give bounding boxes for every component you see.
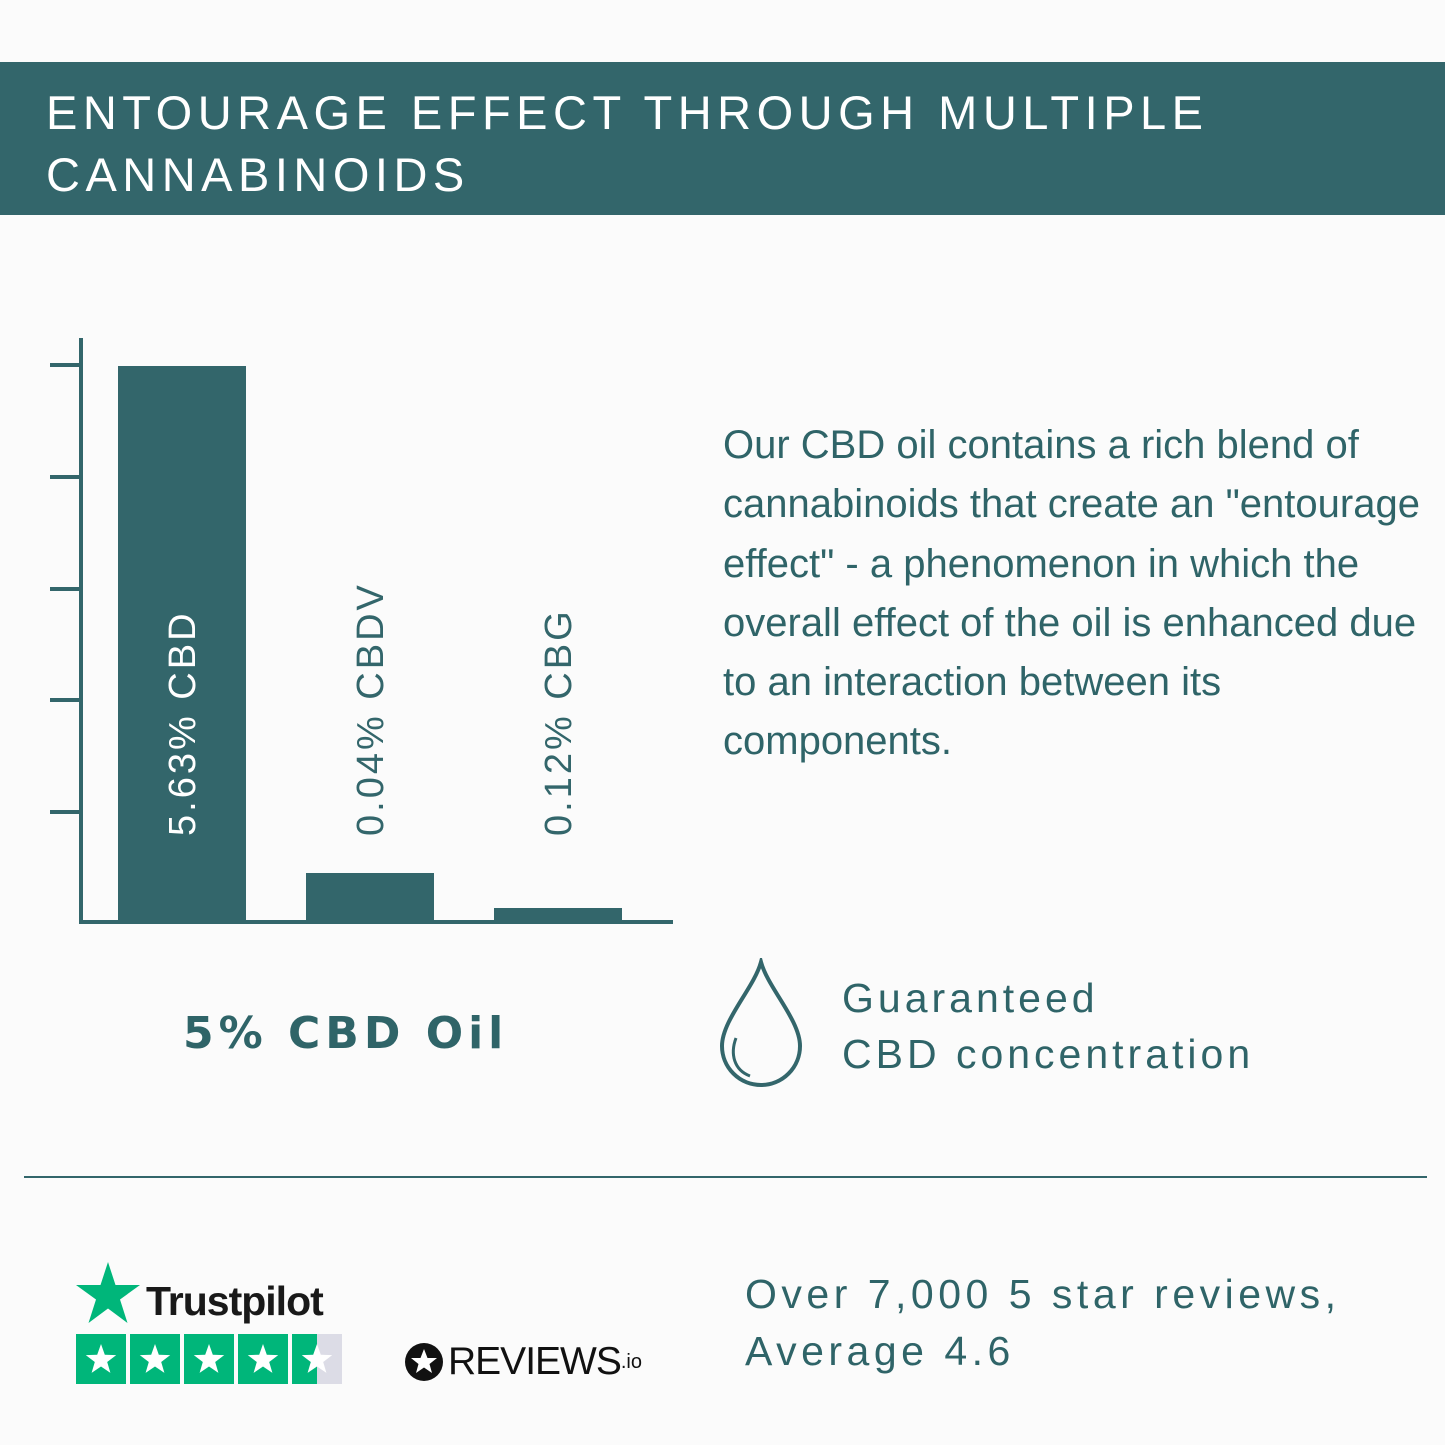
guarantee-line-2: CBD concentration xyxy=(842,1031,1255,1077)
bar-label: 0.12% CBG xyxy=(538,608,580,836)
reviewsio-star-icon xyxy=(405,1343,443,1381)
bar-cbdv xyxy=(306,873,434,922)
trustpilot-star-icon xyxy=(76,1262,140,1323)
page-title: Entourage effect through multiple cannab… xyxy=(46,86,1209,201)
bar-cbg xyxy=(494,908,622,922)
bar-label: 0.04% CBDV xyxy=(350,582,392,836)
bar-cbd xyxy=(118,366,246,922)
header-banner: Entourage effect through multiple cannab… xyxy=(0,62,1445,215)
bar-label: 5.63% CBD xyxy=(162,610,204,836)
reviewsio-suffix: .io xyxy=(620,1350,642,1373)
trustpilot-rating-stars xyxy=(76,1334,342,1384)
trustpilot-wordmark: Trustpilot xyxy=(146,1278,324,1324)
star-icon xyxy=(139,1344,171,1373)
star-icon xyxy=(85,1344,117,1373)
description-text: Our CBD oil contains a rich blend of can… xyxy=(723,423,1420,764)
star-icon xyxy=(193,1344,225,1373)
reviews-line-1: Over 7,000 5 star reviews, xyxy=(745,1271,1341,1317)
reviews-summary: Over 7,000 5 star reviews, Average 4.6 xyxy=(745,1266,1341,1380)
divider xyxy=(24,1176,1427,1178)
star-icon xyxy=(301,1344,333,1373)
chart-x-label: 5% CBD Oil xyxy=(183,1008,509,1059)
reviewsio-wordmark: REVIEWS xyxy=(448,1340,622,1383)
guarantee-text: Guaranteed CBD concentration xyxy=(842,970,1254,1082)
guarantee-line-1: Guaranteed xyxy=(842,975,1099,1021)
droplet-icon xyxy=(719,958,803,1087)
reviews-line-2: Average 4.6 xyxy=(745,1328,1015,1374)
reviewsio-logo: REVIEWS .io xyxy=(404,1340,642,1384)
bar-chart: 5.63% CBD 0.04% CBDV 0.12% CBG xyxy=(50,338,673,924)
star-icon xyxy=(247,1344,279,1373)
